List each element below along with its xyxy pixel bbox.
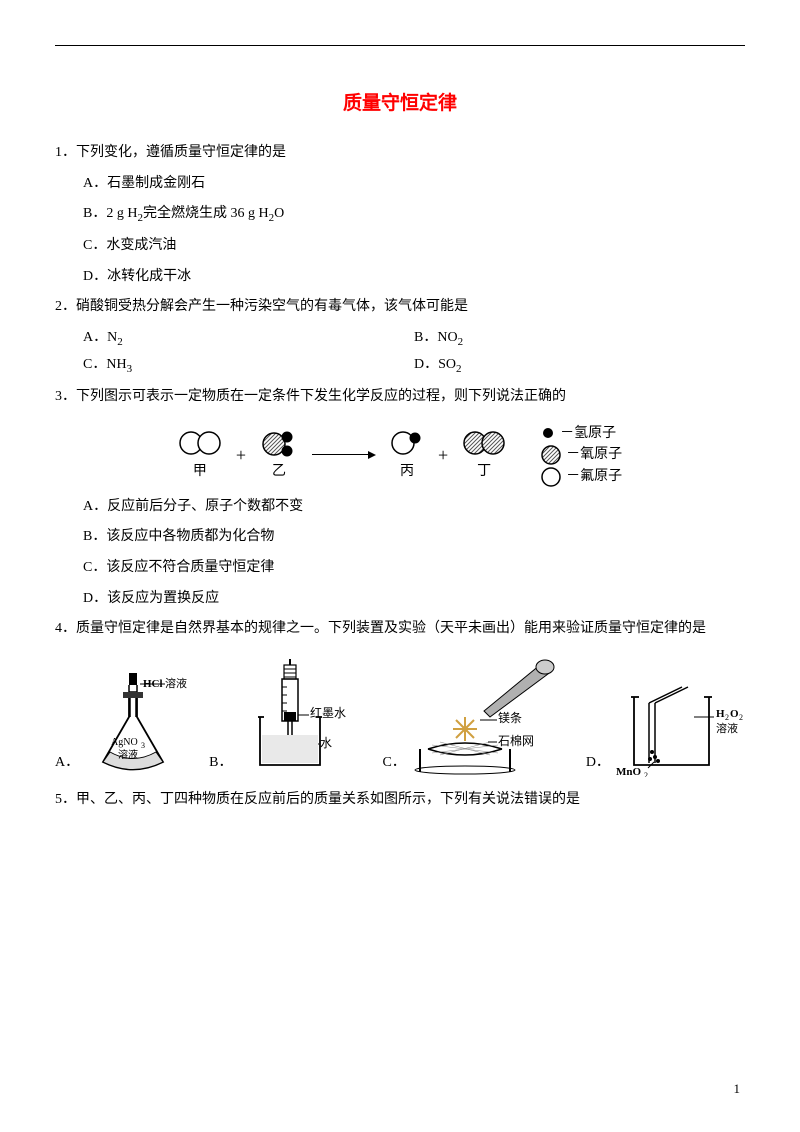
- molecule-yi-svg: [260, 429, 298, 457]
- q3-mol-yi: 乙: [260, 429, 298, 481]
- q4-app-c: C． 镁条 石棉网: [382, 657, 579, 777]
- label-ding: 丁: [462, 463, 506, 481]
- q2-opt-d: D．SO2: [414, 352, 745, 380]
- svg-text:2: 2: [644, 771, 648, 777]
- arrow: [312, 442, 376, 469]
- q1-opt-b: B．2 g H2完全燃烧生成 36 g H2O: [83, 201, 745, 229]
- label-jia: 甲: [178, 463, 222, 481]
- svg-text:2: 2: [725, 713, 729, 722]
- apparatus-d-svg: MnO2 H2O2 溶液: [614, 677, 764, 777]
- q4-letter-b: B．: [209, 750, 232, 777]
- q2-opt-a: A．N2: [83, 325, 414, 353]
- svg-text:溶液: 溶液: [716, 721, 738, 735]
- mg-label: 镁条: [498, 711, 522, 725]
- q2-c-text: C．NH: [83, 357, 127, 372]
- q2-opt-b: B．NO2: [414, 325, 745, 353]
- q1-opt-d: D．冰转化成干冰: [83, 264, 745, 291]
- label-yi: 乙: [260, 463, 298, 481]
- q1-b-post: O: [274, 206, 284, 221]
- q3-options: A．反应前后分子、原子个数都不变 B．该反应中各物质都为化合物 C．该反应不符合…: [55, 494, 745, 612]
- apparatus-b-svg: 红墨水 水: [236, 657, 376, 777]
- q3-diagram: 甲 + 乙 丙 + 丁 －氢原子 －: [55, 423, 745, 488]
- top-rule: [55, 45, 745, 46]
- sub-so2: 2: [456, 363, 462, 375]
- q3-stem: 3．下列图示可表示一定物质在一定条件下发生化学反应的过程，则下列说法正确的: [55, 384, 745, 411]
- legend-o-text: －氧原子: [566, 444, 622, 465]
- svg-text:MnO: MnO: [616, 766, 642, 777]
- legend-h-text: －氢原子: [560, 423, 616, 444]
- molecule-ding-svg: [462, 430, 506, 456]
- sub-nh3: 3: [127, 363, 133, 375]
- q4-apparatus-row: A． HCl 溶液 AgNO3 溶液 B．: [55, 657, 745, 777]
- q4-app-a: A． HCl 溶液 AgNO3 溶液: [55, 657, 203, 777]
- hongmo-label: 红墨水: [310, 705, 346, 720]
- legend-f: －氟原子: [540, 466, 622, 488]
- q3-mol-ding: 丁: [462, 430, 506, 481]
- q3-opt-c: C．该反应不符合质量守恒定律: [83, 555, 745, 582]
- molecule-jia-svg: [178, 430, 222, 456]
- q2-stem: 2．硝酸铜受热分解会产生一种污染空气的有毒气体，该气体可能是: [55, 294, 745, 321]
- q4-letter-a: A．: [55, 750, 79, 777]
- hcl-label: 溶液: [165, 676, 187, 690]
- q3-legend: －氢原子 －氧原子 －氟原子: [540, 423, 622, 488]
- svg-text:3: 3: [141, 741, 145, 750]
- svg-text:O: O: [730, 708, 739, 720]
- q2-opt-c: C．NH3: [83, 352, 414, 380]
- q2-a-text: A．N: [83, 330, 117, 345]
- legend-f-text: －氟原子: [566, 466, 622, 487]
- q4-letter-c: C．: [382, 750, 405, 777]
- q4-app-d: D． MnO2 H2O2 溶液: [586, 677, 764, 777]
- q3-mol-jia: 甲: [178, 430, 222, 481]
- svg-text:溶液: 溶液: [118, 748, 138, 761]
- q1-stem: 1．下列变化，遵循质量守恒定律的是: [55, 140, 745, 167]
- q2-opts-row1: A．N2 B．NO2: [55, 325, 745, 353]
- shimian-label: 石棉网: [498, 734, 534, 748]
- q1-b-pre: B．2 g H: [83, 206, 137, 221]
- plus-1: +: [236, 438, 246, 472]
- page-number: 1: [734, 1077, 741, 1102]
- q5-stem: 5．甲、乙、丙、丁四种物质在反应前后的质量关系如图所示，下列有关说法错误的是: [55, 787, 745, 814]
- q2-opts-row2: C．NH3 D．SO2: [55, 352, 745, 380]
- label-bing: 丙: [390, 463, 424, 481]
- svg-text:H: H: [716, 708, 725, 720]
- shui-label: 水: [320, 736, 332, 750]
- q2-b-text: B．NO: [414, 330, 458, 345]
- q1-opt-c: C．水变成汽油: [83, 233, 745, 260]
- q4-app-b: B． 红墨水 水: [209, 657, 376, 777]
- plus-2: +: [438, 438, 448, 472]
- q3-mol-bing: 丙: [390, 430, 424, 481]
- sub-n2: 2: [117, 336, 123, 348]
- q1-opt-a: A．石墨制成金刚石: [83, 171, 745, 198]
- svg-text:2: 2: [739, 713, 743, 722]
- svg-text:AgNO: AgNO: [111, 737, 138, 748]
- q4-letter-d: D．: [586, 750, 610, 777]
- q2-d-text: D．SO: [414, 357, 456, 372]
- q1-b-mid: 完全燃烧生成 36 g H: [143, 206, 269, 221]
- page-title: 质量守恒定律: [55, 86, 745, 122]
- molecule-bing-svg: [390, 430, 424, 456]
- apparatus-a-svg: HCl 溶液 AgNO3 溶液: [83, 657, 203, 777]
- q3-opt-d: D．该反应为置换反应: [83, 586, 745, 613]
- q3-opt-a: A．反应前后分子、原子个数都不变: [83, 494, 745, 521]
- q3-opt-b: B．该反应中各物质都为化合物: [83, 524, 745, 551]
- legend-h: －氢原子: [540, 423, 622, 444]
- q4-stem: 4．质量守恒定律是自然界基本的规律之一。下列装置及实验（天平未画出）能用来验证质…: [55, 616, 745, 643]
- sub-no2: 2: [458, 336, 464, 348]
- q1-options: A．石墨制成金刚石 B．2 g H2完全燃烧生成 36 g H2O C．水变成汽…: [55, 171, 745, 290]
- apparatus-c-svg: 镁条 石棉网: [410, 657, 580, 777]
- legend-o: －氧原子: [540, 444, 622, 466]
